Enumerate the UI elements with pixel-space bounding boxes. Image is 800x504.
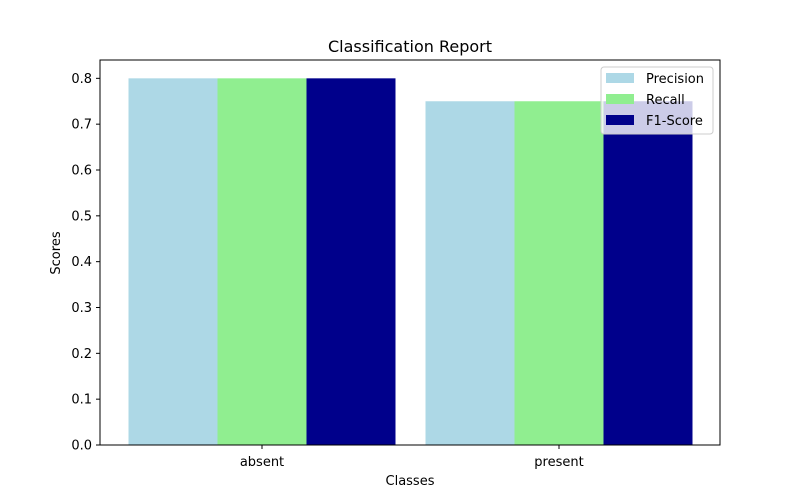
bar-f1-score-absent	[306, 78, 396, 445]
y-tick-label: 0.6	[71, 164, 92, 179]
legend-label-recall: Recall	[646, 93, 685, 108]
y-tick-label: 0.5	[71, 209, 92, 224]
bar-recall-absent	[217, 78, 307, 445]
legend: Precision Recall F1-Score	[600, 66, 714, 135]
x-axis-label: Classes	[386, 474, 435, 489]
plot-frame	[99, 59, 721, 446]
y-axis: 0.0 0.1 0.2 0.3 0.4 0.5 0.6 0.7 0.8	[71, 72, 100, 454]
legend-swatch-precision	[606, 73, 634, 83]
legend-swatch-recall	[606, 94, 634, 104]
y-tick-label: 0.2	[71, 347, 92, 362]
legend-swatch-f1-score	[606, 115, 634, 125]
y-tick-label: 0.3	[71, 301, 92, 316]
chart-title: Classification Report	[328, 37, 492, 56]
y-axis-label: Scores	[49, 231, 64, 274]
bar-f1-score-present	[603, 101, 693, 445]
bar-precision-absent	[128, 78, 218, 445]
x-tick-label-present: present	[534, 455, 583, 470]
bars-layer	[128, 78, 693, 445]
y-tick-label: 0.4	[71, 255, 92, 270]
x-tick-label-absent: absent	[240, 455, 284, 470]
y-tick-label: 0.8	[71, 72, 92, 87]
legend-label-precision: Precision	[646, 72, 704, 87]
legend-label-f1-score: F1-Score	[646, 114, 703, 129]
y-tick-label: 0.7	[71, 118, 92, 133]
bar-precision-present	[425, 101, 515, 445]
x-axis: absent present	[240, 445, 584, 470]
y-tick-label: 0.0	[71, 439, 92, 454]
y-tick-label: 0.1	[71, 393, 92, 408]
bar-recall-present	[514, 101, 604, 445]
